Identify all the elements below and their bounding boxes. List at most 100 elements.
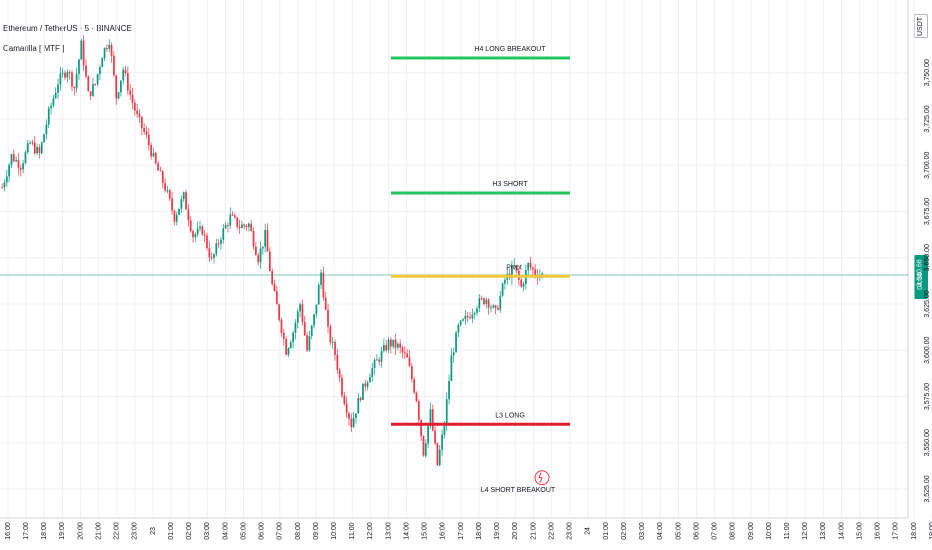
candle-body (413, 379, 416, 393)
candle-body (285, 338, 287, 355)
candle-body (275, 291, 278, 305)
candle-body (171, 198, 173, 211)
candle-body (448, 380, 450, 400)
candle-body (36, 147, 38, 154)
indicator-label[interactable]: Camarilla [ MTF ] (3, 44, 65, 53)
x-tick-label: 14:00 (403, 522, 410, 540)
candle-body (85, 65, 87, 77)
candle-body (201, 226, 204, 235)
candle-body (175, 214, 178, 222)
candle-body (434, 430, 436, 444)
candle-body (138, 113, 141, 117)
candle-body (154, 152, 157, 164)
candle-body (436, 443, 439, 466)
x-tick-label: 21:00 (95, 522, 102, 540)
candle-body (455, 332, 457, 353)
candle-body (185, 192, 187, 210)
candle-body (317, 284, 320, 305)
candle-body (408, 357, 411, 367)
candle-body (394, 339, 397, 348)
candle-body (145, 131, 148, 135)
candle-body (345, 403, 348, 414)
candle-body (294, 322, 297, 333)
current-price-tag: 3,640.66 04:35 (914, 255, 928, 299)
x-tick-label: 16:00 (440, 522, 447, 540)
candle-body (115, 75, 118, 99)
candle-body (108, 44, 111, 49)
y-tick-label: 3,675.00 (924, 198, 931, 225)
x-tick-label: 23 (150, 527, 157, 535)
candle-body (229, 214, 232, 226)
candle-body (12, 154, 15, 162)
candle-body (364, 383, 367, 387)
candle-body (308, 336, 311, 351)
candle-body (182, 192, 185, 200)
candle-body (29, 142, 31, 144)
candle-body (87, 76, 90, 92)
candle-body (173, 210, 176, 222)
x-tick-label: 08:00 (295, 522, 302, 540)
candle-body (338, 369, 341, 378)
candle-body (292, 332, 294, 343)
candle-body (196, 228, 199, 235)
candle-body (231, 214, 234, 216)
candle-body (40, 142, 43, 154)
candle-body (410, 366, 413, 380)
candle-body (422, 435, 425, 456)
candle-body (117, 92, 120, 99)
x-tick-label: 09:00 (748, 522, 755, 540)
candle-body (473, 312, 476, 315)
candle-body (476, 308, 478, 313)
candle-body (513, 265, 516, 267)
candle-body (273, 284, 276, 292)
candle-body (241, 224, 243, 229)
candle-body (234, 215, 236, 218)
candle-body (289, 342, 292, 349)
candle-body (43, 134, 45, 143)
candle-body (378, 359, 381, 362)
candle-body (122, 69, 125, 81)
candle-body (245, 225, 248, 228)
candle-body (252, 230, 255, 247)
candle-body (336, 354, 339, 370)
x-tick-label: 04:00 (657, 522, 664, 540)
chart-title[interactable]: Ethereum / TetherUS · 5 · BINANCE (3, 24, 132, 33)
candle-body (180, 199, 183, 209)
candle-body (303, 322, 306, 336)
candle-body (24, 152, 27, 164)
candle-body (459, 320, 462, 325)
x-tick-label: 02:00 (621, 522, 628, 540)
candle-body (313, 314, 315, 326)
candle-body (164, 183, 166, 191)
candle-body (129, 90, 132, 95)
candle-body (415, 392, 418, 402)
candle-body (527, 263, 530, 271)
candle-body (296, 311, 299, 323)
candle-body (217, 243, 220, 245)
candle-body (166, 190, 169, 192)
candle-body (320, 272, 322, 285)
candle-body (103, 47, 106, 59)
x-tick-label: 19:00 (494, 522, 501, 540)
x-tick-label: 05:00 (240, 522, 247, 540)
candle-body (443, 425, 446, 435)
candle-body (266, 230, 269, 252)
y-tick-label: 3,600.00 (924, 337, 931, 364)
candle-body (287, 348, 290, 355)
candle-body (485, 299, 488, 305)
x-tick-label: 19:00 (59, 522, 66, 540)
candle-body (192, 231, 194, 238)
candle-body (301, 304, 304, 323)
x-tick-label: 18:00 (476, 522, 483, 540)
candle-body (497, 308, 499, 310)
x-tick-label: 04:00 (222, 522, 229, 540)
candle-body (341, 377, 343, 396)
candle-body (96, 74, 99, 84)
candle-body (441, 434, 443, 450)
candle-body (215, 243, 218, 255)
candle-body (492, 305, 495, 308)
candle-body (10, 154, 13, 165)
candle-body (31, 142, 34, 144)
candle-body (359, 397, 362, 400)
